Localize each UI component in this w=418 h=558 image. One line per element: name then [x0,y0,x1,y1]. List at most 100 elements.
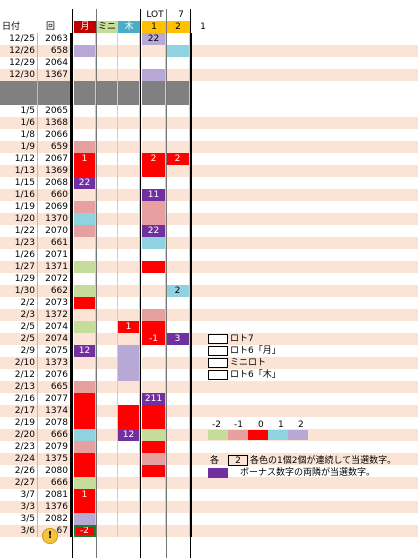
number-cell[interactable] [166,237,190,249]
number-cell[interactable] [118,285,140,297]
date-cell[interactable]: 1/27 [0,261,38,273]
number-cell[interactable] [142,309,166,321]
draw-number-cell[interactable]: 1374 [38,405,72,417]
number-cell[interactable] [118,345,140,357]
extra-cell[interactable] [190,93,418,105]
number-cell[interactable] [96,357,118,369]
number-cell[interactable]: 3 [166,333,190,345]
number-cell[interactable] [74,81,96,93]
table-row[interactable]: 1/12 2067 1 2 2 [0,153,418,165]
number-cell[interactable]: 11 [142,189,166,201]
number-cell[interactable] [96,345,118,357]
number-cell[interactable] [142,501,166,513]
number-cell[interactable] [96,441,118,453]
number-cell[interactable] [166,117,190,129]
number-cell[interactable] [142,417,166,429]
number-cell[interactable] [142,321,166,333]
extra-cell[interactable] [190,333,418,345]
number-cell[interactable] [118,393,140,405]
number-cell[interactable] [74,501,96,513]
number-cell[interactable] [96,57,118,69]
table-row[interactable]: 12/26 658 [0,45,418,57]
number-cell[interactable] [74,93,96,105]
number-cell[interactable] [96,465,118,477]
number-cell[interactable] [142,429,166,441]
table-row[interactable] [0,93,418,105]
number-cell[interactable] [142,201,166,213]
table-row[interactable]: 1/6 1368 [0,117,418,129]
table-row[interactable]: 1/26 2071 [0,249,418,261]
extra-cell[interactable] [190,141,418,153]
number-cell[interactable] [118,333,140,345]
number-cell[interactable] [118,489,140,501]
date-cell[interactable]: 3/6 [0,525,38,537]
draw-number-cell[interactable]: 1369 [38,165,72,177]
draw-number-cell[interactable]: 2065 [38,105,72,117]
date-cell[interactable]: 2/3 [0,309,38,321]
number-cell[interactable] [74,285,96,297]
number-cell[interactable] [96,189,118,201]
number-cell[interactable] [74,165,96,177]
number-cell[interactable] [74,357,96,369]
number-cell[interactable] [118,273,140,285]
number-cell[interactable] [166,141,190,153]
number-cell[interactable] [118,369,140,381]
number-cell[interactable] [96,297,118,309]
number-cell[interactable] [118,105,140,117]
extra-cell[interactable] [190,393,418,405]
number-cell[interactable] [166,105,190,117]
extra-cell[interactable] [190,465,418,477]
date-cell[interactable]: 2/13 [0,381,38,393]
draw-number-cell[interactable]: 2063 [38,33,72,45]
number-cell[interactable] [142,45,166,57]
number-cell[interactable] [74,297,96,309]
number-cell[interactable] [74,453,96,465]
extra-cell[interactable] [190,237,418,249]
extra-cell[interactable] [190,285,418,297]
extra-cell[interactable] [190,477,418,489]
number-cell[interactable] [96,381,118,393]
extra-cell[interactable] [190,489,418,501]
table-row[interactable]: 2/27 666 [0,477,418,489]
number-cell[interactable] [118,417,140,429]
number-cell[interactable] [166,249,190,261]
extra-cell[interactable] [190,225,418,237]
draw-number-cell[interactable]: 1367 [38,69,72,81]
date-cell[interactable]: 2/5 [0,333,38,345]
date-cell[interactable]: 2/5 [0,321,38,333]
number-cell[interactable] [96,333,118,345]
number-cell[interactable] [142,249,166,261]
number-cell[interactable] [142,369,166,381]
number-cell[interactable] [166,465,190,477]
number-cell[interactable] [74,33,96,45]
number-cell[interactable] [74,105,96,117]
extra-cell[interactable] [190,45,418,57]
number-cell[interactable] [118,381,140,393]
date-cell[interactable]: 3/3 [0,501,38,513]
number-cell[interactable] [74,69,96,81]
number-cell[interactable] [118,465,140,477]
number-cell[interactable] [142,81,166,93]
draw-number-cell[interactable]: 2075 [38,345,72,357]
draw-number-cell[interactable]: 1375 [38,453,72,465]
extra-cell[interactable] [190,33,418,45]
number-cell[interactable] [74,237,96,249]
number-cell[interactable] [166,477,190,489]
number-cell[interactable] [96,225,118,237]
date-cell[interactable]: 1/15 [0,177,38,189]
number-cell[interactable] [74,117,96,129]
number-cell[interactable] [96,321,118,333]
number-cell[interactable]: 1 [118,321,140,333]
date-cell[interactable]: 1/5 [0,105,38,117]
table-row[interactable]: 2/5 2074 1 [0,321,418,333]
draw-number-cell[interactable]: 1372 [38,309,72,321]
number-cell[interactable] [118,297,140,309]
number-cell[interactable] [96,477,118,489]
number-cell[interactable] [118,93,140,105]
date-cell[interactable]: 1/30 [0,285,38,297]
date-cell[interactable]: 12/30 [0,69,38,81]
number-cell[interactable] [166,273,190,285]
table-row[interactable]: 1/16 660 11 [0,189,418,201]
number-cell[interactable] [118,45,140,57]
number-cell[interactable] [96,417,118,429]
